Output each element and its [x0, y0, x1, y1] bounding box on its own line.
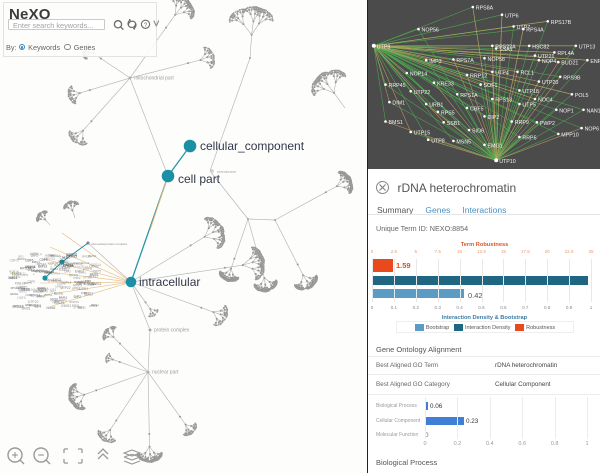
svg-text:RRP12: RRP12 — [470, 74, 487, 80]
svg-text:UTP4: UTP4 — [495, 70, 509, 76]
svg-text:UTP6: UTP6 — [505, 13, 519, 19]
svg-text:ribonucleoprotein complex: ribonucleoprotein complex — [91, 242, 128, 246]
svg-text:SSA1: SSA1 — [499, 47, 513, 53]
svg-text:SIO6: SIO6 — [472, 129, 484, 135]
svg-text:RPS9B: RPS9B — [563, 75, 581, 81]
svg-text:NOP4: NOP4 — [542, 59, 556, 65]
svg-text:DIP2: DIP2 — [34, 304, 42, 308]
svg-text:ENP1: ENP1 — [590, 59, 600, 65]
svg-text:EMG1: EMG1 — [79, 270, 87, 274]
svg-text:NOP1: NOP1 — [559, 108, 573, 114]
svg-text:RRP5: RRP5 — [40, 289, 49, 293]
svg-text:MPP10: MPP10 — [561, 133, 578, 139]
svg-text:UTP18: UTP18 — [522, 89, 539, 95]
svg-text:RPS8A: RPS8A — [476, 6, 494, 12]
svg-text:NOP58: NOP58 — [488, 57, 505, 63]
svg-text:BUD21: BUD21 — [561, 61, 578, 67]
svg-text:EMG1: EMG1 — [12, 272, 21, 276]
svg-text:DIP2: DIP2 — [74, 295, 81, 299]
svg-text:RRP5: RRP5 — [76, 282, 85, 286]
svg-text:POL5: POL5 — [575, 93, 589, 99]
svg-text:KRE33: KRE33 — [437, 81, 454, 87]
svg-text:UTP22: UTP22 — [47, 306, 56, 310]
svg-text:CBF5: CBF5 — [470, 107, 484, 113]
svg-text:UTP22: UTP22 — [89, 265, 98, 269]
svg-text:UTP5: UTP5 — [522, 103, 536, 109]
svg-text:EMG1: EMG1 — [488, 143, 503, 149]
svg-text:NOP6: NOP6 — [585, 127, 599, 133]
svg-text:RPL4A: RPL4A — [557, 51, 574, 57]
svg-text:NOC4: NOC4 — [538, 98, 553, 104]
svg-text:BMS1: BMS1 — [84, 292, 93, 296]
svg-text:RRP9: RRP9 — [515, 120, 529, 126]
svg-text:RPS17B: RPS17B — [551, 20, 572, 26]
svg-text:RRP5: RRP5 — [522, 136, 536, 142]
svg-text:UTP10: UTP10 — [499, 159, 516, 165]
svg-text:RPS1A: RPS1A — [460, 93, 478, 99]
svg-text:UTP15: UTP15 — [414, 131, 431, 137]
svg-text:NOP14: NOP14 — [30, 293, 41, 297]
svg-text:DIM1: DIM1 — [392, 101, 405, 107]
svg-text:BMS1: BMS1 — [72, 304, 80, 308]
svg-text:NAN1: NAN1 — [587, 108, 600, 114]
svg-text:DIP2: DIP2 — [50, 287, 57, 291]
svg-text:UTP22: UTP22 — [61, 286, 71, 290]
svg-text:SOF1: SOF1 — [484, 83, 498, 89]
svg-text:KRE33: KRE33 — [44, 257, 55, 261]
svg-text:NOP14: NOP14 — [410, 72, 427, 78]
svg-text:BMS1: BMS1 — [89, 275, 98, 279]
svg-text:DIP2: DIP2 — [30, 252, 38, 256]
svg-text:BMS1: BMS1 — [18, 257, 26, 261]
svg-text:HSC82: HSC82 — [532, 44, 549, 50]
svg-text:BMS1: BMS1 — [45, 293, 53, 297]
svg-text:RPS1A: RPS1A — [13, 305, 25, 309]
svg-text:MSN5: MSN5 — [456, 140, 471, 146]
svg-text:RCL1: RCL1 — [521, 70, 535, 76]
svg-text:BMS1: BMS1 — [389, 120, 403, 126]
svg-text:BMS1: BMS1 — [19, 290, 27, 294]
svg-text:PWP2: PWP2 — [540, 121, 555, 127]
svg-text:KRE33: KRE33 — [25, 265, 36, 269]
svg-text:UTP22: UTP22 — [64, 262, 74, 266]
svg-text:RPS1A: RPS1A — [37, 262, 47, 266]
svg-text:RPS4A: RPS4A — [526, 28, 544, 34]
svg-text:UTP20: UTP20 — [542, 80, 559, 86]
svg-text:UTP13: UTP13 — [579, 44, 596, 50]
svg-text:protein complex: protein complex — [154, 328, 190, 334]
svg-text:DIP2: DIP2 — [21, 273, 28, 277]
svg-text:SSB1: SSB1 — [447, 121, 461, 127]
svg-text:cellular_component: cellular_component — [200, 139, 305, 153]
svg-text:RPS13: RPS13 — [495, 98, 512, 104]
svg-text:intracellular: intracellular — [139, 275, 200, 289]
svg-text:NOP56: NOP56 — [422, 28, 439, 34]
svg-text:RPS5: RPS5 — [441, 110, 455, 116]
svg-text:RPS7A: RPS7A — [456, 58, 474, 64]
svg-text:URB1: URB1 — [429, 103, 443, 109]
svg-text:UTP22: UTP22 — [89, 304, 98, 308]
svg-text:EMG1: EMG1 — [84, 281, 94, 285]
svg-text:EMG1: EMG1 — [51, 272, 60, 276]
svg-text:KRE33: KRE33 — [66, 253, 77, 257]
svg-text:NOP14: NOP14 — [48, 262, 59, 266]
svg-text:RRP45: RRP45 — [389, 83, 406, 89]
svg-text:CBF5: CBF5 — [27, 280, 35, 284]
svg-text:UTP8: UTP8 — [431, 138, 445, 144]
svg-text:cell part: cell part — [178, 172, 221, 186]
svg-text:EMG1: EMG1 — [10, 292, 19, 296]
svg-text:EMG1: EMG1 — [74, 262, 83, 266]
svg-text:UTP22: UTP22 — [414, 90, 431, 96]
svg-text:KRE33: KRE33 — [51, 279, 61, 283]
svg-text:DIP2: DIP2 — [488, 115, 500, 121]
svg-text:UTP9: UTP9 — [377, 44, 391, 50]
svg-text:BMS1: BMS1 — [88, 254, 97, 258]
svg-text:KRE33: KRE33 — [54, 301, 64, 305]
svg-text:RPS1A: RPS1A — [11, 286, 20, 290]
svg-text:nuclear part: nuclear part — [152, 370, 179, 376]
svg-text:IMP3: IMP3 — [429, 59, 441, 65]
svg-text:DIP2: DIP2 — [74, 276, 81, 280]
svg-text:URB1: URB1 — [80, 287, 89, 291]
svg-text:BMS1: BMS1 — [59, 296, 68, 300]
svg-text:mitochondrial part: mitochondrial part — [134, 76, 174, 82]
